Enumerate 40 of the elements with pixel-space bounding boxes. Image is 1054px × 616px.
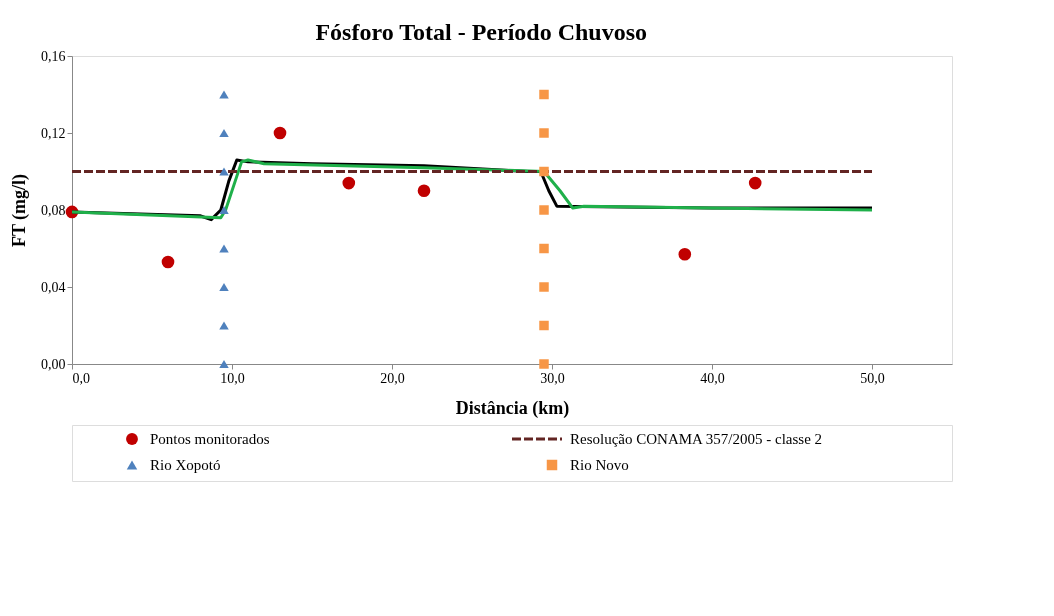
point [342,176,356,190]
point [219,90,229,99]
point [539,205,549,215]
y-tick-label: 0,04 [41,279,66,295]
point [539,166,549,177]
legend-label: Resolução CONAMA 357/2005 - classe 2 [570,431,823,447]
point [539,282,549,292]
y-tick-label: 0,12 [41,125,66,141]
point [161,255,175,269]
point [219,128,229,138]
legend-label: Rio Novo [570,457,629,473]
y-tick-label: 0,00 [41,356,66,372]
point [219,321,229,330]
point [273,126,287,140]
legend-label: Pontos monitorados [150,431,270,447]
x-axis-title: Distância (km) [455,397,570,419]
point [219,282,229,292]
point [678,247,692,261]
point [219,205,229,215]
x-tick-label: 40,0 [700,370,725,386]
point [748,176,762,190]
point [539,89,549,100]
point [219,244,229,253]
point [539,320,549,331]
legend-label: Rio Xopotó [150,457,221,473]
x-tick-label: 10,0 [220,370,245,386]
x-tick-label: 0,0 [72,370,90,386]
y-tick-label: 0,08 [41,202,66,218]
point [539,359,549,369]
point [219,167,229,176]
y-axis-title: FT (mg/l) [9,173,30,248]
y-tick-label: 0,16 [41,48,66,64]
point [417,184,431,198]
point [539,128,549,138]
x-tick-label: 30,0 [540,370,565,386]
x-tick-label: 50,0 [860,370,885,386]
point [539,243,549,254]
x-tick-label: 20,0 [380,370,405,386]
chart-title: Fósforo Total - Período Chuvoso [315,18,648,45]
point [219,359,229,369]
